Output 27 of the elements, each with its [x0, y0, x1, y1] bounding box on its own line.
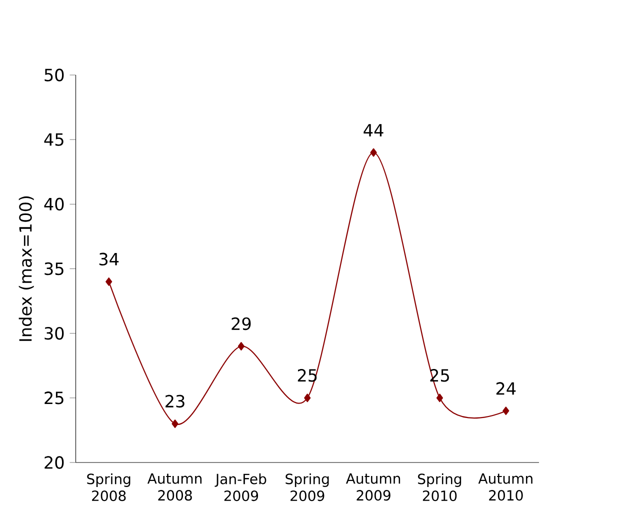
x-tick-label: Spring 2008 [87, 473, 130, 501]
point [370, 148, 377, 157]
point [502, 406, 510, 415]
y-tick-label: 45 [44, 133, 64, 146]
point [436, 394, 444, 402]
y-tick-label: 40 [44, 198, 64, 210]
y-axis-title: Index (max=100) [18, 196, 34, 341]
x-tick-label: Spring 2009 [286, 473, 329, 501]
y-tick-label: 25 [44, 391, 64, 404]
y-tick-label: 35 [44, 262, 64, 275]
data-label: 24 [496, 382, 516, 395]
x-tick-label: Autumn 2008 [147, 473, 202, 501]
x-tick-label: Autumn 2009 [346, 473, 400, 501]
data-label: 44 [364, 124, 384, 136]
y-tick-label: 50 [44, 68, 64, 82]
data-label: 29 [232, 317, 251, 330]
x-tick-label: Autumn 2010 [478, 473, 532, 501]
data-label: 23 [166, 394, 184, 408]
point [238, 342, 244, 350]
y-tick-label: 30 [44, 326, 64, 340]
point [172, 419, 178, 428]
x-tick-label: Jan-Feb 2009 [214, 473, 266, 501]
y-tick-label: 20 [44, 456, 64, 469]
point [304, 394, 311, 402]
x-tick-label: Spring 2010 [418, 473, 462, 501]
data-label: 34 [99, 252, 119, 266]
point [106, 277, 112, 286]
